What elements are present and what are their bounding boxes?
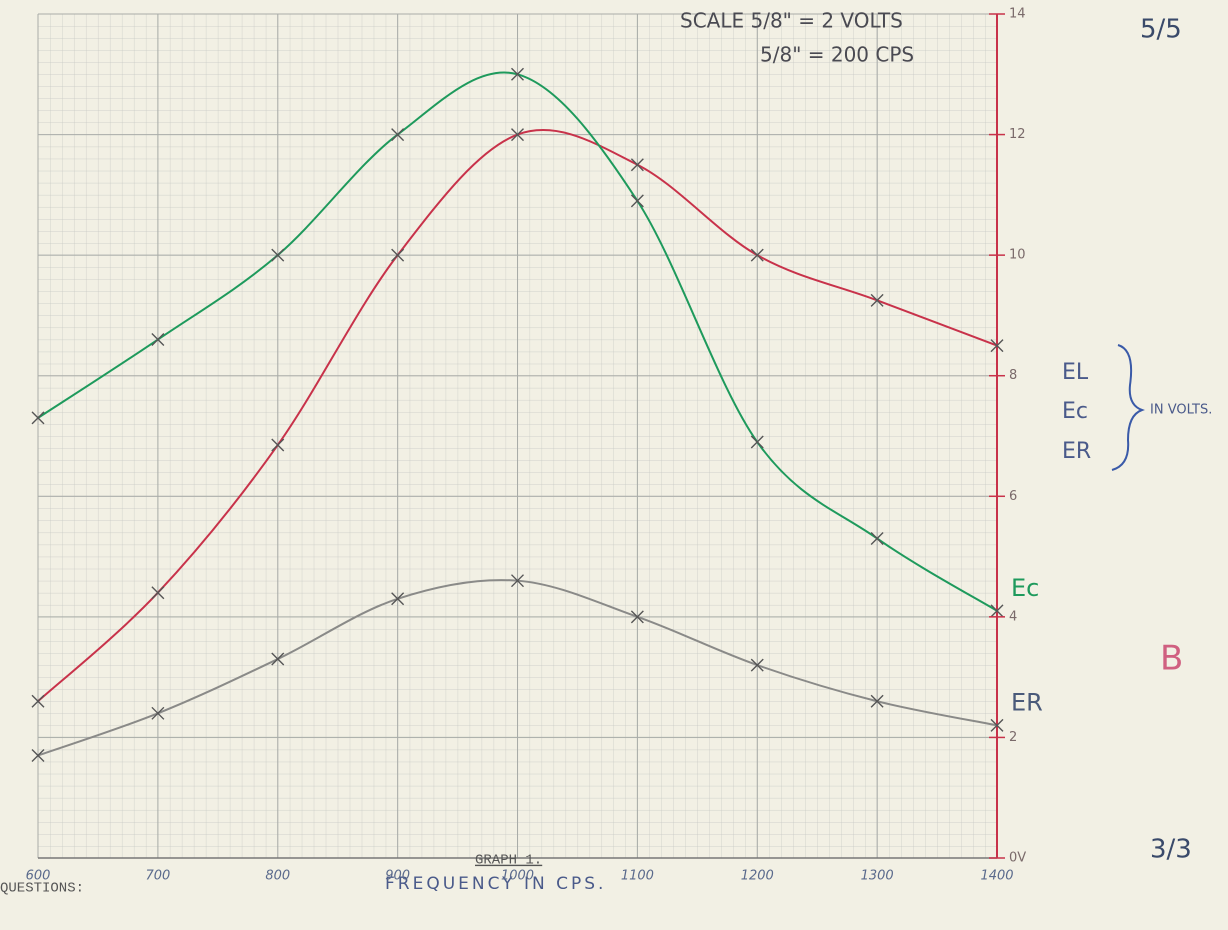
x-tick-label: 1400 bbox=[980, 869, 1013, 884]
point-marker bbox=[391, 128, 405, 142]
point-marker bbox=[750, 435, 764, 449]
point-marker bbox=[630, 158, 644, 172]
point-marker bbox=[630, 610, 644, 624]
point-marker bbox=[151, 333, 165, 347]
point-marker bbox=[870, 694, 884, 708]
bracket-label: Ec bbox=[1062, 399, 1088, 424]
point-marker bbox=[750, 658, 764, 672]
point-marker bbox=[990, 604, 1004, 618]
point-marker bbox=[31, 749, 45, 763]
y-tick-label: 14 bbox=[1009, 7, 1026, 22]
point-marker bbox=[31, 411, 45, 425]
point-marker bbox=[630, 194, 644, 208]
point-marker bbox=[511, 574, 524, 588]
point-marker bbox=[990, 718, 1004, 732]
series-label: ER bbox=[1011, 688, 1043, 716]
y-tick-label: 6 bbox=[1009, 489, 1017, 504]
bracket-label: EL bbox=[1062, 360, 1089, 385]
x-axis-label: FREQUENCY IN CPS. bbox=[385, 874, 606, 894]
point-marker bbox=[511, 128, 524, 142]
grade: B bbox=[1160, 639, 1183, 679]
plot bbox=[31, 67, 1004, 763]
point-marker bbox=[990, 339, 1004, 353]
x-tick-label: 800 bbox=[265, 869, 290, 884]
point-marker bbox=[151, 706, 165, 720]
scale-note: 5/8" = 200 CPS bbox=[760, 43, 914, 67]
y-tick-label: 12 bbox=[1009, 127, 1026, 142]
y-tick-label: 4 bbox=[1009, 609, 1017, 624]
y-axis-label: IN VOLTS. bbox=[1150, 403, 1212, 418]
point-marker bbox=[391, 592, 405, 606]
x-tick-label: 700 bbox=[145, 869, 170, 884]
y-tick-label: 2 bbox=[1009, 730, 1017, 745]
point-marker bbox=[271, 652, 285, 666]
x-tick-label: 1100 bbox=[621, 869, 654, 884]
point-marker bbox=[870, 531, 884, 545]
major-grid bbox=[37, 13, 998, 859]
series-label: Ec bbox=[1011, 574, 1039, 602]
x-tick-label: 600 bbox=[26, 869, 51, 884]
point-marker bbox=[750, 248, 764, 262]
y-tick-label: 8 bbox=[1009, 368, 1017, 383]
x-tick-label: 1300 bbox=[861, 869, 894, 884]
scale-note: SCALE 5/8" = 2 VOLTS bbox=[680, 9, 903, 33]
series-line bbox=[37, 71, 998, 612]
bracket bbox=[1111, 344, 1145, 471]
y-tick-label: 0V bbox=[1009, 851, 1026, 866]
y-tick-label: 10 bbox=[1009, 248, 1026, 263]
point-marker bbox=[271, 248, 285, 262]
point-marker bbox=[511, 67, 524, 81]
grade: 5/5 bbox=[1140, 15, 1182, 45]
point-marker bbox=[151, 586, 165, 600]
x-tick-label: 1200 bbox=[741, 869, 774, 884]
x-tick-label: 1000 bbox=[501, 869, 534, 884]
questions: QUESTIONS: bbox=[0, 881, 84, 897]
point-marker bbox=[870, 293, 884, 307]
point-marker bbox=[391, 248, 405, 262]
x-tick-label: 900 bbox=[385, 869, 410, 884]
grade: 3/3 bbox=[1150, 835, 1192, 865]
chart-title: GRAPH 1. bbox=[475, 853, 542, 869]
series-line bbox=[37, 129, 998, 702]
point-marker bbox=[271, 438, 285, 452]
bracket-label: ER bbox=[1062, 439, 1091, 464]
point-marker bbox=[31, 694, 45, 708]
